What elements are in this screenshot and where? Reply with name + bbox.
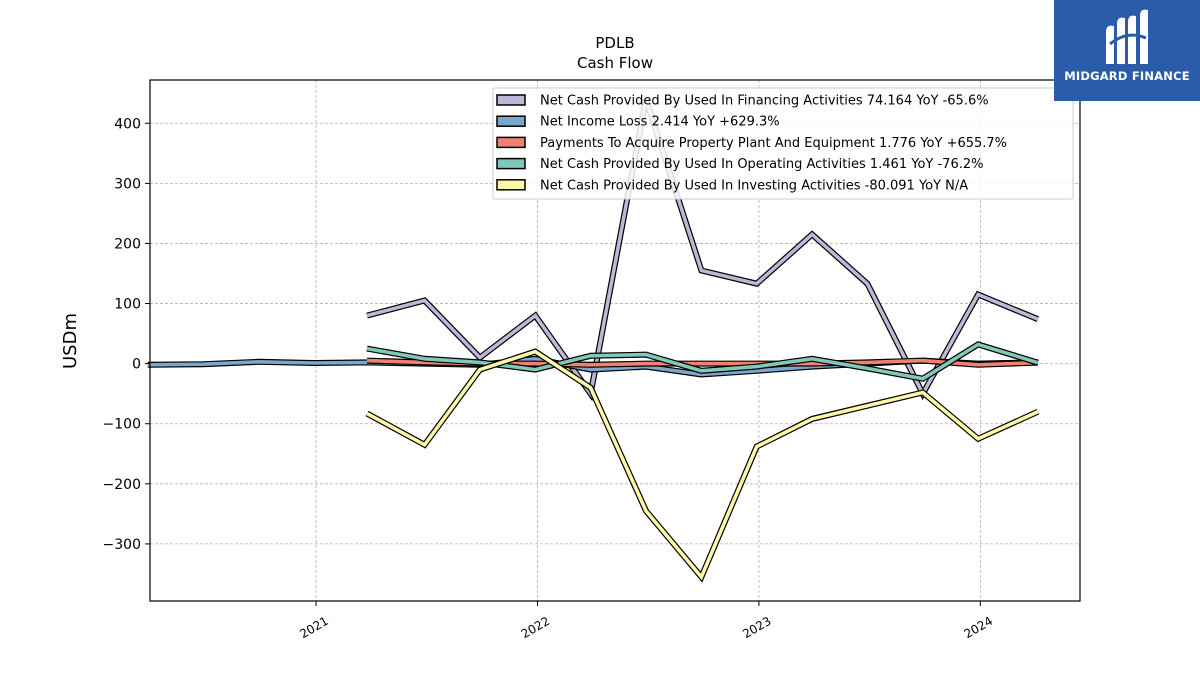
legend-label-2: Payments To Acquire Property Plant And E… <box>540 136 1007 151</box>
legend-swatch-4 <box>496 179 526 191</box>
y-tick-label: 300 <box>114 176 141 192</box>
y-tick-label: 200 <box>114 236 141 252</box>
y-tick-label: −200 <box>103 477 141 493</box>
legend-label-3: Net Cash Provided By Used In Operating A… <box>540 157 983 172</box>
legend-label-0: Net Cash Provided By Used In Financing A… <box>540 94 989 109</box>
legend-swatch-3 <box>496 157 526 170</box>
y-tick-label: −100 <box>103 417 141 433</box>
chart-subtitle: Cash Flow <box>577 54 653 72</box>
brand-logo: MIDGARD FINANCE <box>1054 0 1200 101</box>
series-line-4 <box>366 349 1039 581</box>
logo-mark-icon <box>1106 9 1148 65</box>
legend-label-1: Net Income Loss 2.414 YoY +629.3% <box>540 115 780 130</box>
series-layer <box>147 98 1040 583</box>
plot-frame <box>149 79 1081 602</box>
x-tick-label: 2022 <box>519 614 552 641</box>
y-tick-label: 0 <box>132 357 141 373</box>
legend-box <box>492 87 1074 200</box>
x-tick-label: 2024 <box>962 614 995 641</box>
legend: Net Cash Provided By Used In Financing A… <box>492 87 1074 200</box>
legend-swatch-2 <box>496 136 526 149</box>
x-tick-label: 2021 <box>297 614 330 641</box>
y-tick-label: −300 <box>103 537 141 553</box>
legend-swatch-1 <box>496 115 526 127</box>
legend-swatch-0 <box>496 94 526 106</box>
x-tick-label: 2023 <box>740 614 773 641</box>
y-tick-label: 400 <box>114 116 141 132</box>
logo-text: MIDGARD FINANCE <box>1064 69 1190 83</box>
series-line-3 <box>366 342 1039 381</box>
y-axis-label: USDm <box>60 313 81 369</box>
y-tick-label: 100 <box>114 297 141 313</box>
chart-title: PDLB <box>595 34 634 52</box>
legend-label-4: Net Cash Provided By Used In Investing A… <box>540 178 968 193</box>
